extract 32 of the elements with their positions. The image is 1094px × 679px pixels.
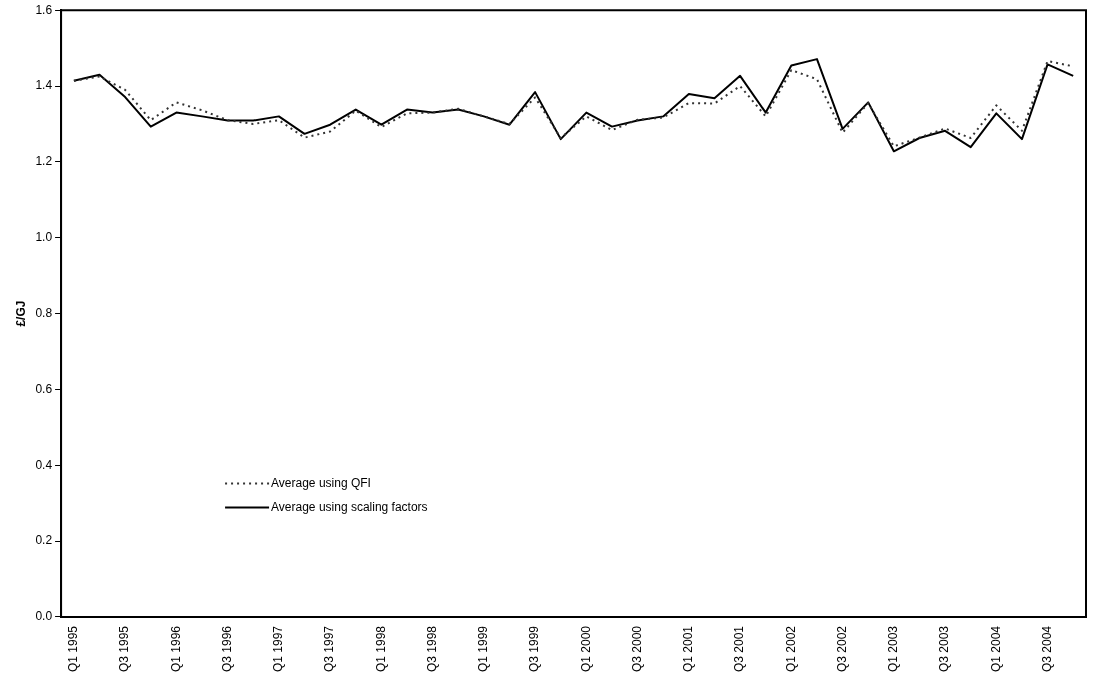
y-axis-title: £/GJ [13, 300, 28, 327]
x-tick-label: Q3 2000 [629, 625, 644, 673]
x-tick-label: Q3 2004 [1039, 625, 1054, 673]
x-tick-label: Q3 2001 [732, 625, 747, 673]
x-tick-label: Q1 1997 [271, 625, 286, 673]
y-tick-label: 1.4 [35, 78, 53, 93]
x-tick-label: Q1 1995 [66, 625, 81, 673]
y-tick-label: 0.8 [35, 305, 53, 320]
y-tick-label: 1.2 [35, 154, 53, 169]
x-tick-label: Q3 1996 [219, 625, 234, 673]
x-tick-label: Q3 1995 [117, 625, 132, 673]
x-tick-label: Q1 1996 [168, 625, 183, 673]
x-tick-label: Q3 1998 [424, 625, 439, 673]
y-tick-label: 0.0 [35, 609, 53, 624]
x-tick-label: Q3 1999 [527, 625, 542, 673]
x-tick-label: Q3 2003 [937, 625, 952, 673]
x-tick-label: Q1 2000 [578, 625, 593, 673]
legend-label: Average using QFI [271, 475, 371, 490]
x-tick-label: Q1 1999 [476, 625, 491, 673]
x-tick-label: Q3 2002 [834, 625, 849, 673]
x-tick-label: Q1 2002 [783, 625, 798, 673]
y-tick-label: 0.6 [35, 381, 53, 396]
x-tick-label: Q1 2003 [886, 625, 901, 673]
x-tick-label: Q1 2001 [681, 625, 696, 673]
y-tick-label: 0.2 [35, 533, 53, 548]
y-tick-label: 1.0 [35, 230, 53, 245]
x-tick-label: Q1 1998 [373, 625, 388, 673]
legend-label: Average using scaling factors [271, 499, 428, 514]
x-tick-label: Q1 2004 [988, 625, 1003, 673]
x-tick-label: Q3 1997 [322, 625, 337, 673]
y-tick-label: 1.6 [35, 2, 53, 17]
y-tick-label: 0.4 [35, 457, 53, 472]
